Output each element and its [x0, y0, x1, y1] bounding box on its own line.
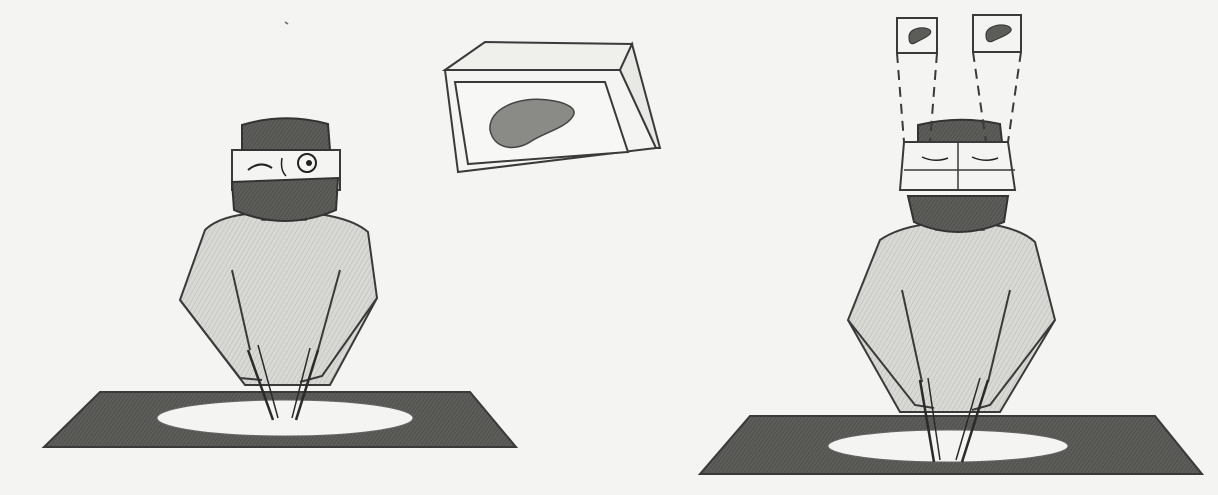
projection-line [1007, 51, 1022, 143]
eye-left [921, 156, 949, 161]
organ-image [908, 27, 932, 45]
surgical-instruments [918, 377, 990, 463]
operating-table [41, 391, 519, 448]
operating-table [697, 415, 1205, 475]
surgeon-head [230, 117, 341, 222]
projection-line [929, 52, 938, 143]
surgeon-head [898, 118, 1017, 233]
left-arm [179, 299, 263, 381]
eye-left [247, 163, 273, 171]
right-panel [690, 0, 1218, 495]
surgeon [178, 117, 379, 421]
left-scene-drawing [41, 21, 662, 448]
surgeon [846, 118, 1057, 463]
surgical-mask [906, 195, 1010, 233]
surgical-gown [178, 210, 379, 386]
external-monitor [441, 40, 662, 174]
surgical-field [156, 399, 414, 437]
left-arm [847, 319, 935, 409]
organ-image [985, 24, 1012, 43]
organ-image [489, 98, 575, 149]
surgical-field [827, 429, 1069, 463]
projection-line [972, 51, 987, 143]
surgical-instruments [246, 344, 320, 421]
right-scene-drawing [697, 14, 1205, 475]
surgical-mask [230, 176, 340, 222]
left-panel [41, 21, 662, 448]
pencil-mark [284, 21, 289, 25]
projection-line [896, 52, 905, 143]
eye-right [971, 156, 999, 161]
surgical-gown [846, 220, 1057, 413]
surgical-cap [241, 117, 332, 151]
display-screens [896, 14, 1022, 143]
